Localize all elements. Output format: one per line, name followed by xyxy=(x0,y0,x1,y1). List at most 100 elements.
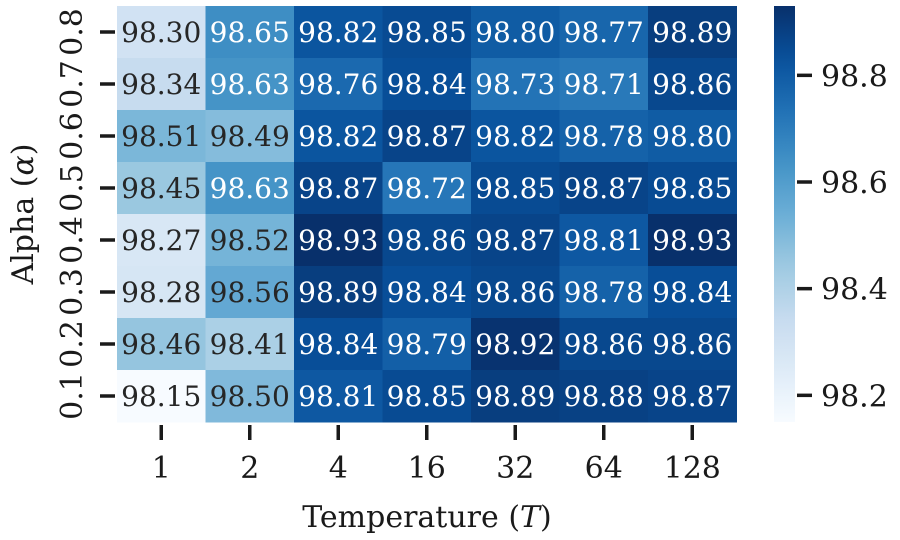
cell-value-label: 98.77 xyxy=(564,16,644,49)
cell-value-label: 98.87 xyxy=(387,120,467,153)
cell-value-label: 98.85 xyxy=(475,172,555,205)
cell-value-label: 98.50 xyxy=(210,380,290,413)
cell-value-label: 98.63 xyxy=(210,68,290,101)
cell-value-label: 98.84 xyxy=(387,276,467,309)
cell-value-label: 98.49 xyxy=(210,120,290,153)
heatmap-cell-0.3-1 xyxy=(117,266,206,319)
x-tick-label: 64 xyxy=(585,451,623,486)
cell-value-label: 98.81 xyxy=(298,380,378,413)
heatmap-cell-0.8-2 xyxy=(205,6,295,59)
cell-value-label: 98.87 xyxy=(564,172,644,205)
x-axis-label: Temperature (T) xyxy=(302,500,552,535)
heatmap-cell-0.4-64 xyxy=(559,214,649,267)
cell-value-label: 98.80 xyxy=(652,120,732,153)
cell-value-label: 98.82 xyxy=(298,120,378,153)
cell-value-label: 98.73 xyxy=(475,68,555,101)
cell-value-label: 98.86 xyxy=(652,328,732,361)
cell-value-label: 98.72 xyxy=(387,172,467,205)
cell-value-label: 98.65 xyxy=(210,16,290,49)
heatmap-cell-0.2-64 xyxy=(559,318,649,371)
cell-value-label: 98.78 xyxy=(564,120,644,153)
heatmap-cell-0.6-64 xyxy=(559,110,649,163)
heatmap-cell-0.3-16 xyxy=(382,266,472,319)
y-tick-label: 0.1 xyxy=(55,372,90,420)
cell-value-label: 98.51 xyxy=(121,120,201,153)
heatmap-cell-0.7-64 xyxy=(559,58,649,111)
x-tick-label: 4 xyxy=(329,451,348,486)
heatmap-cell-0.7-16 xyxy=(382,58,472,111)
x-tick-label: 2 xyxy=(240,451,259,486)
cell-value-label: 98.63 xyxy=(210,172,290,205)
cell-value-label: 98.34 xyxy=(121,68,201,101)
cell-value-label: 98.89 xyxy=(475,380,555,413)
cell-value-label: 98.80 xyxy=(475,16,555,49)
cell-value-label: 98.79 xyxy=(387,328,467,361)
heatmap-cell-0.8-4 xyxy=(294,6,383,59)
cell-value-label: 98.87 xyxy=(652,380,732,413)
y-tick-label: 0.3 xyxy=(55,268,90,316)
y-axis: 0.8 0.7 0.6 0.5 0.4 0.3 0.2 0.1 xyxy=(55,8,115,420)
heatmap-cell-0.3-2 xyxy=(205,266,295,319)
cell-value-label: 98.89 xyxy=(652,16,732,49)
heatmap-cell-0.3-128 xyxy=(648,266,737,319)
heatmap-cell-0.7-2 xyxy=(205,58,295,111)
heatmap-cell-0.2-128 xyxy=(648,318,737,371)
heatmap-cell-0.4-128 xyxy=(648,214,737,267)
y-axis-label: Alpha (α) xyxy=(6,144,41,286)
y-tick-label: 0.2 xyxy=(55,320,90,368)
cell-value-label: 98.28 xyxy=(121,276,201,309)
heatmap-cell-0.1-128 xyxy=(648,370,737,423)
colorbar-tick-label: 98.6 xyxy=(821,166,888,201)
colorbar-ticks: 98.2 98.4 98.6 98.8 xyxy=(797,59,888,414)
heatmap-cell-0.8-64 xyxy=(559,6,649,59)
heatmap-cell-0.7-128 xyxy=(648,58,737,111)
heatmap-cells: 98.30 98.65 98.82 98.85 98.80 98.77 98.8998.34… xyxy=(117,6,737,423)
heatmap-cell-0.7-4 xyxy=(294,58,383,111)
heatmap-cell-0.4-32 xyxy=(471,214,560,267)
heatmap-cell-0.6-128 xyxy=(648,110,737,163)
cell-value-label: 98.88 xyxy=(564,380,644,413)
x-axis: 1 2 4 16 32 64 128 xyxy=(152,425,721,486)
heatmap-cell-0.6-2 xyxy=(205,110,295,163)
heatmap-cell-0.8-16 xyxy=(382,6,472,59)
heatmap-cell-0.5-128 xyxy=(648,162,737,215)
heatmap-cell-0.5-1 xyxy=(117,162,206,215)
cell-value-label: 98.52 xyxy=(210,224,290,257)
heatmap-cell-0.7-32 xyxy=(471,58,560,111)
y-tick-label: 0.7 xyxy=(55,60,90,108)
cell-value-label: 98.41 xyxy=(210,328,290,361)
y-tick-label: 0.4 xyxy=(55,216,90,264)
cell-value-label: 98.81 xyxy=(564,224,644,257)
heatmap-cell-0.3-32 xyxy=(471,266,560,319)
cell-value-label: 98.86 xyxy=(387,224,467,257)
cell-value-label: 98.85 xyxy=(652,172,732,205)
cell-value-label: 98.46 xyxy=(121,328,201,361)
cell-value-label: 98.71 xyxy=(564,68,644,101)
heatmap-cell-0.8-1 xyxy=(117,6,206,59)
x-tick-label: 32 xyxy=(496,451,534,486)
heatmap-cell-0.4-16 xyxy=(382,214,472,267)
heatmap-cell-0.1-4 xyxy=(294,370,383,423)
y-tick-label: 0.6 xyxy=(55,112,90,160)
heatmap-cell-0.2-2 xyxy=(205,318,295,371)
heatmap-cell-0.2-32 xyxy=(471,318,560,371)
heatmap-cell-0.4-1 xyxy=(117,214,206,267)
x-tick-label: 1 xyxy=(152,451,171,486)
heatmap-cell-0.1-2 xyxy=(205,370,295,423)
y-tick-label: 0.8 xyxy=(55,8,90,56)
heatmap-cell-0.1-32 xyxy=(471,370,560,423)
heatmap-cell-0.1-1 xyxy=(117,370,206,423)
cell-value-label: 98.85 xyxy=(387,380,467,413)
heatmap-cell-0.5-2 xyxy=(205,162,295,215)
cell-value-label: 98.56 xyxy=(210,276,290,309)
heatmap-cell-0.1-64 xyxy=(559,370,649,423)
cell-value-label: 98.85 xyxy=(387,16,467,49)
cell-value-label: 98.93 xyxy=(298,224,378,257)
colorbar xyxy=(774,6,795,422)
cell-value-label: 98.15 xyxy=(121,380,201,413)
heatmap-cell-0.6-32 xyxy=(471,110,560,163)
heatmap-cell-0.6-1 xyxy=(117,110,206,163)
cell-value-label: 98.87 xyxy=(475,224,555,257)
heatmap-cell-0.5-64 xyxy=(559,162,649,215)
heatmap-cell-0.5-4 xyxy=(294,162,383,215)
